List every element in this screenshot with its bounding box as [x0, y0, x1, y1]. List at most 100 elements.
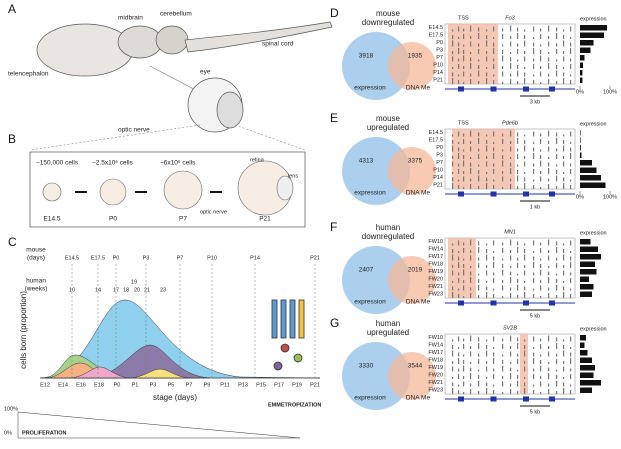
methylation-peak [533, 272, 535, 276]
methylation-peak [452, 172, 454, 174]
methylation-peak [452, 377, 454, 379]
methylation-peak [524, 339, 526, 342]
methylation-peak [517, 353, 519, 357]
methylation-peak [524, 145, 526, 152]
cell-count: ~150,000 cells [36, 160, 79, 167]
methylation-peak [493, 131, 495, 137]
methylation-peak [524, 183, 526, 189]
methylation-peak [570, 26, 572, 32]
methylation-peak [493, 384, 495, 387]
methylation-peak [540, 264, 542, 268]
methylation-peak [452, 67, 454, 69]
methylation-peak [517, 43, 519, 47]
methylation-peak [517, 154, 519, 159]
methylation-peak [548, 130, 550, 137]
scale-bar-label: 1 kb [530, 204, 540, 210]
methylation-peak [470, 57, 472, 62]
methylation-peak [510, 367, 512, 372]
panel-letter: A [8, 2, 16, 16]
methylation-peak [470, 141, 472, 144]
methylation-peak [478, 391, 480, 394]
methylation-peak [463, 242, 465, 246]
methylation-peak [463, 82, 465, 84]
methylation-peak [470, 146, 472, 152]
expression-bar [580, 130, 581, 136]
methylation-peak [452, 134, 454, 137]
venn-label: DNA Me [406, 299, 431, 306]
venn-expression [342, 342, 410, 410]
methylation-peak [548, 277, 550, 283]
methylation-peak [478, 284, 480, 291]
methylation-peak [510, 239, 512, 246]
methylation-peak [502, 171, 504, 174]
methylation-peak [510, 141, 512, 144]
methylation-peak [510, 373, 512, 379]
methylation-peak [486, 35, 488, 39]
methylation-peak [540, 365, 542, 372]
methylation-peak [556, 186, 558, 189]
methylation-peak [563, 161, 565, 167]
methylation-peak [463, 149, 465, 152]
expression-bar [580, 62, 583, 68]
anatomy-label: spinal cord [262, 41, 294, 48]
anatomy-label: cerebellum [160, 11, 192, 18]
methylation-peak [463, 280, 465, 283]
methylation-peak [570, 142, 572, 144]
methylation-peak [524, 366, 526, 372]
methylation-peak [463, 187, 465, 189]
methylation-peak [493, 352, 495, 357]
methylation-peak [458, 185, 460, 189]
methylation-peak [478, 164, 480, 167]
methylation-peak [517, 164, 519, 167]
methylation-peak [458, 336, 460, 342]
dna-me-count: 3375 [408, 158, 423, 165]
methylation-peak [540, 34, 542, 39]
eye-label: retina [250, 157, 265, 163]
human-week: 19 [131, 279, 137, 285]
scale-bar-label: 3 kb [530, 99, 540, 105]
row-label: P7 [436, 55, 443, 61]
tss-label: TSS [458, 120, 469, 126]
methylation-peak [463, 365, 465, 372]
expression-bar [580, 342, 585, 348]
column-title: expression [580, 230, 607, 236]
panel-title: downregulated [362, 18, 414, 27]
human-label: human [26, 278, 46, 285]
methylation-peak [493, 80, 495, 84]
methylation-peak [563, 29, 565, 32]
methylation-peak [517, 257, 519, 261]
row-label: P0 [436, 40, 443, 46]
methylation-peak [524, 345, 526, 349]
methylation-peak [570, 64, 572, 69]
expression-bar [580, 246, 598, 252]
methylation-peak [493, 288, 495, 291]
methylation-peak [486, 29, 488, 32]
x-tick-label: 0% [576, 89, 584, 95]
methylation-peak [510, 250, 512, 253]
methylation-peak [510, 293, 512, 298]
methylation-peak [556, 380, 558, 387]
methylation-peak [452, 249, 454, 253]
expression-bar [580, 182, 606, 188]
methylation-peak [517, 295, 519, 298]
methylation-peak [533, 58, 535, 62]
methylation-peak [510, 57, 512, 62]
methylation-peak [540, 71, 542, 77]
row-label: FW21 [428, 284, 443, 290]
methylation-peak [486, 145, 488, 152]
methylation-peak [486, 286, 488, 291]
methylation-peak [470, 362, 472, 364]
methylation-peak [486, 183, 488, 189]
methylation-peak [517, 59, 519, 62]
exon [523, 191, 529, 197]
mouse-stage: P21 [310, 255, 320, 261]
methylation-peak [486, 67, 488, 69]
methylation-peak [470, 73, 472, 77]
methylation-peak [493, 294, 495, 298]
expression-count: 3918 [359, 53, 374, 60]
y-axis-label: cells born (proportion) [19, 291, 28, 369]
methylation-peak [524, 243, 526, 246]
methylation-peak [458, 131, 460, 137]
methylation-peak [458, 179, 460, 182]
methylation-peak [533, 64, 535, 69]
